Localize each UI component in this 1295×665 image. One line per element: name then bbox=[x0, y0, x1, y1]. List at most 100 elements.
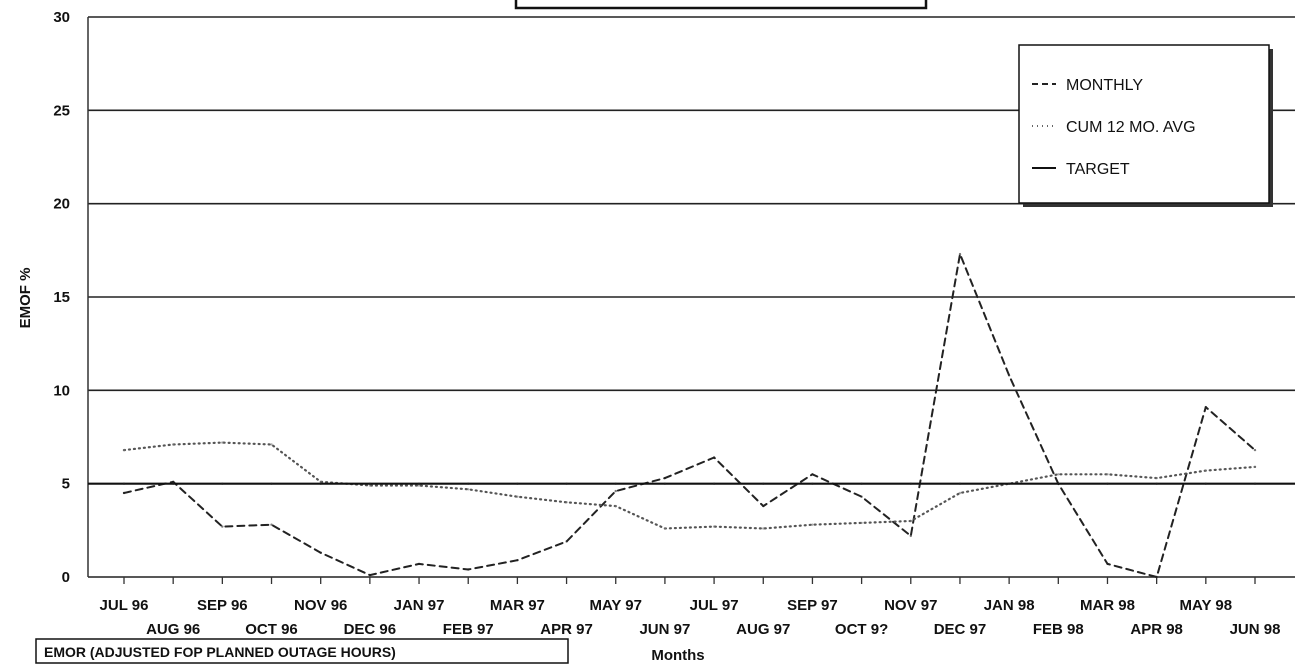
point-monthly-22 bbox=[1204, 405, 1208, 409]
point-cum-12-mo-avg-2 bbox=[221, 441, 224, 444]
series-line-monthly bbox=[123, 253, 1256, 578]
point-cum-12-mo-avg-5 bbox=[368, 484, 372, 487]
point-monthly-20 bbox=[1106, 562, 1109, 566]
point-cum-12-mo-avg-13 bbox=[762, 527, 765, 530]
title-box bbox=[514, 0, 928, 10]
x-tick-label-17: DEC 97 bbox=[934, 621, 987, 638]
point-monthly-13 bbox=[762, 504, 765, 508]
point-monthly-9 bbox=[565, 540, 568, 543]
x-tick-label-3: OCT 96 bbox=[245, 621, 298, 638]
point-monthly-10 bbox=[614, 489, 617, 493]
point-monthly-3 bbox=[270, 523, 273, 526]
point-monthly-0 bbox=[122, 491, 126, 495]
point-target-3 bbox=[270, 482, 273, 485]
point-monthly-14 bbox=[811, 473, 814, 476]
point-cum-12-mo-avg-14 bbox=[811, 523, 814, 526]
point-target-11 bbox=[663, 482, 667, 485]
y-tick-label-25: 25 bbox=[53, 102, 70, 119]
point-target-9 bbox=[565, 482, 568, 485]
point-cum-12-mo-avg-20 bbox=[1106, 473, 1109, 476]
x-tick-label-8: MAR 97 bbox=[490, 597, 545, 614]
x-tick-label-18: JAN 98 bbox=[984, 597, 1035, 614]
point-target-14 bbox=[811, 482, 814, 485]
y-tick-label-0: 0 bbox=[62, 569, 70, 586]
point-target-12 bbox=[712, 482, 716, 485]
point-cum-12-mo-avg-7 bbox=[467, 488, 470, 491]
point-monthly-15 bbox=[860, 495, 863, 498]
point-cum-12-mo-avg-4 bbox=[319, 480, 322, 483]
point-monthly-2 bbox=[221, 525, 224, 528]
legend-target-label: TARGET bbox=[1066, 161, 1130, 178]
x-tick-label-19: FEB 98 bbox=[1033, 621, 1084, 638]
legend-box bbox=[1018, 44, 1270, 204]
point-target-18 bbox=[1007, 482, 1011, 485]
x-tick-label-13: AUG 97 bbox=[736, 621, 790, 638]
point-cum-12-mo-avg-12 bbox=[712, 525, 716, 528]
x-tick-label-4: NOV 96 bbox=[294, 597, 347, 614]
x-tick-label-16: NOV 97 bbox=[884, 597, 937, 614]
point-cum-12-mo-avg-21 bbox=[1155, 476, 1158, 480]
point-target-23 bbox=[1253, 482, 1257, 485]
series-layer bbox=[88, 252, 1295, 579]
point-cum-12-mo-avg-6 bbox=[417, 484, 421, 487]
caption-box bbox=[35, 638, 569, 664]
legend-cum-avg-label: CUM 12 MO. AVG bbox=[1066, 119, 1196, 136]
point-cum-12-mo-avg-19 bbox=[1057, 473, 1060, 476]
point-target-15 bbox=[860, 482, 863, 485]
x-tick-label-22: MAY 98 bbox=[1180, 597, 1233, 614]
x-axis-title: Months bbox=[651, 647, 704, 664]
point-cum-12-mo-avg-1 bbox=[172, 443, 175, 446]
point-monthly-8 bbox=[516, 559, 519, 562]
label-layer: 0 5 10 15 20 25 30 JUL 96 AUG 96 SEP 96 OCT 96 NOV … bbox=[53, 9, 1280, 638]
point-target-16 bbox=[909, 482, 912, 485]
x-tick-label-1: AUG 96 bbox=[146, 621, 200, 638]
point-target-0 bbox=[122, 482, 126, 485]
legend: MONTHLY CUM 12 MO. AVG TARGET bbox=[1018, 44, 1273, 207]
point-target-2 bbox=[221, 482, 224, 485]
x-tick-label-14: SEP 97 bbox=[787, 597, 838, 614]
x-tick-label-2: SEP 96 bbox=[197, 597, 248, 614]
point-target-1 bbox=[172, 482, 175, 485]
point-monthly-21 bbox=[1155, 575, 1158, 579]
point-target-22 bbox=[1204, 482, 1208, 485]
y-tick-label-20: 20 bbox=[53, 196, 70, 213]
point-monthly-17 bbox=[958, 252, 962, 256]
caption-text: EMOR (ADJUSTED FOP PLANNED OUTAGE HOURS) bbox=[44, 644, 396, 660]
point-monthly-16 bbox=[909, 534, 912, 538]
point-target-8 bbox=[516, 482, 519, 485]
point-cum-12-mo-avg-0 bbox=[122, 448, 126, 452]
x-tick-label-23: JUN 98 bbox=[1230, 621, 1281, 638]
point-cum-12-mo-avg-15 bbox=[860, 521, 863, 525]
point-monthly-4 bbox=[319, 551, 322, 554]
x-tick-label-7: FEB 97 bbox=[443, 621, 494, 638]
point-monthly-12 bbox=[712, 456, 716, 459]
point-target-20 bbox=[1106, 482, 1109, 485]
point-target-7 bbox=[467, 482, 470, 485]
point-target-21 bbox=[1155, 482, 1158, 485]
point-cum-12-mo-avg-10 bbox=[614, 504, 617, 508]
x-tick-label-10: MAY 97 bbox=[589, 597, 642, 614]
legend-monthly-label: MONTHLY bbox=[1066, 77, 1143, 94]
x-tick-label-12: JUL 97 bbox=[690, 597, 739, 614]
x-tick-label-6: JAN 97 bbox=[394, 597, 445, 614]
point-cum-12-mo-avg-3 bbox=[270, 443, 273, 446]
x-tick-label-21: APR 98 bbox=[1130, 621, 1183, 638]
x-tick-label-11: JUN 97 bbox=[639, 621, 690, 638]
point-cum-12-mo-avg-11 bbox=[663, 527, 667, 530]
x-tick-label-5: DEC 96 bbox=[344, 621, 397, 638]
point-cum-12-mo-avg-22 bbox=[1204, 469, 1208, 472]
point-cum-12-mo-avg-23 bbox=[1253, 465, 1257, 469]
y-tick-label-15: 15 bbox=[53, 289, 70, 306]
point-target-5 bbox=[368, 482, 372, 485]
point-cum-12-mo-avg-8 bbox=[516, 495, 519, 498]
point-monthly-5 bbox=[368, 573, 372, 577]
y-tick-label-30: 30 bbox=[53, 9, 70, 26]
point-target-19 bbox=[1057, 482, 1060, 485]
point-monthly-11 bbox=[663, 476, 667, 480]
point-target-10 bbox=[614, 482, 617, 485]
point-target-6 bbox=[417, 482, 421, 485]
y-tick-label-10: 10 bbox=[53, 382, 70, 399]
point-monthly-23 bbox=[1253, 448, 1257, 452]
